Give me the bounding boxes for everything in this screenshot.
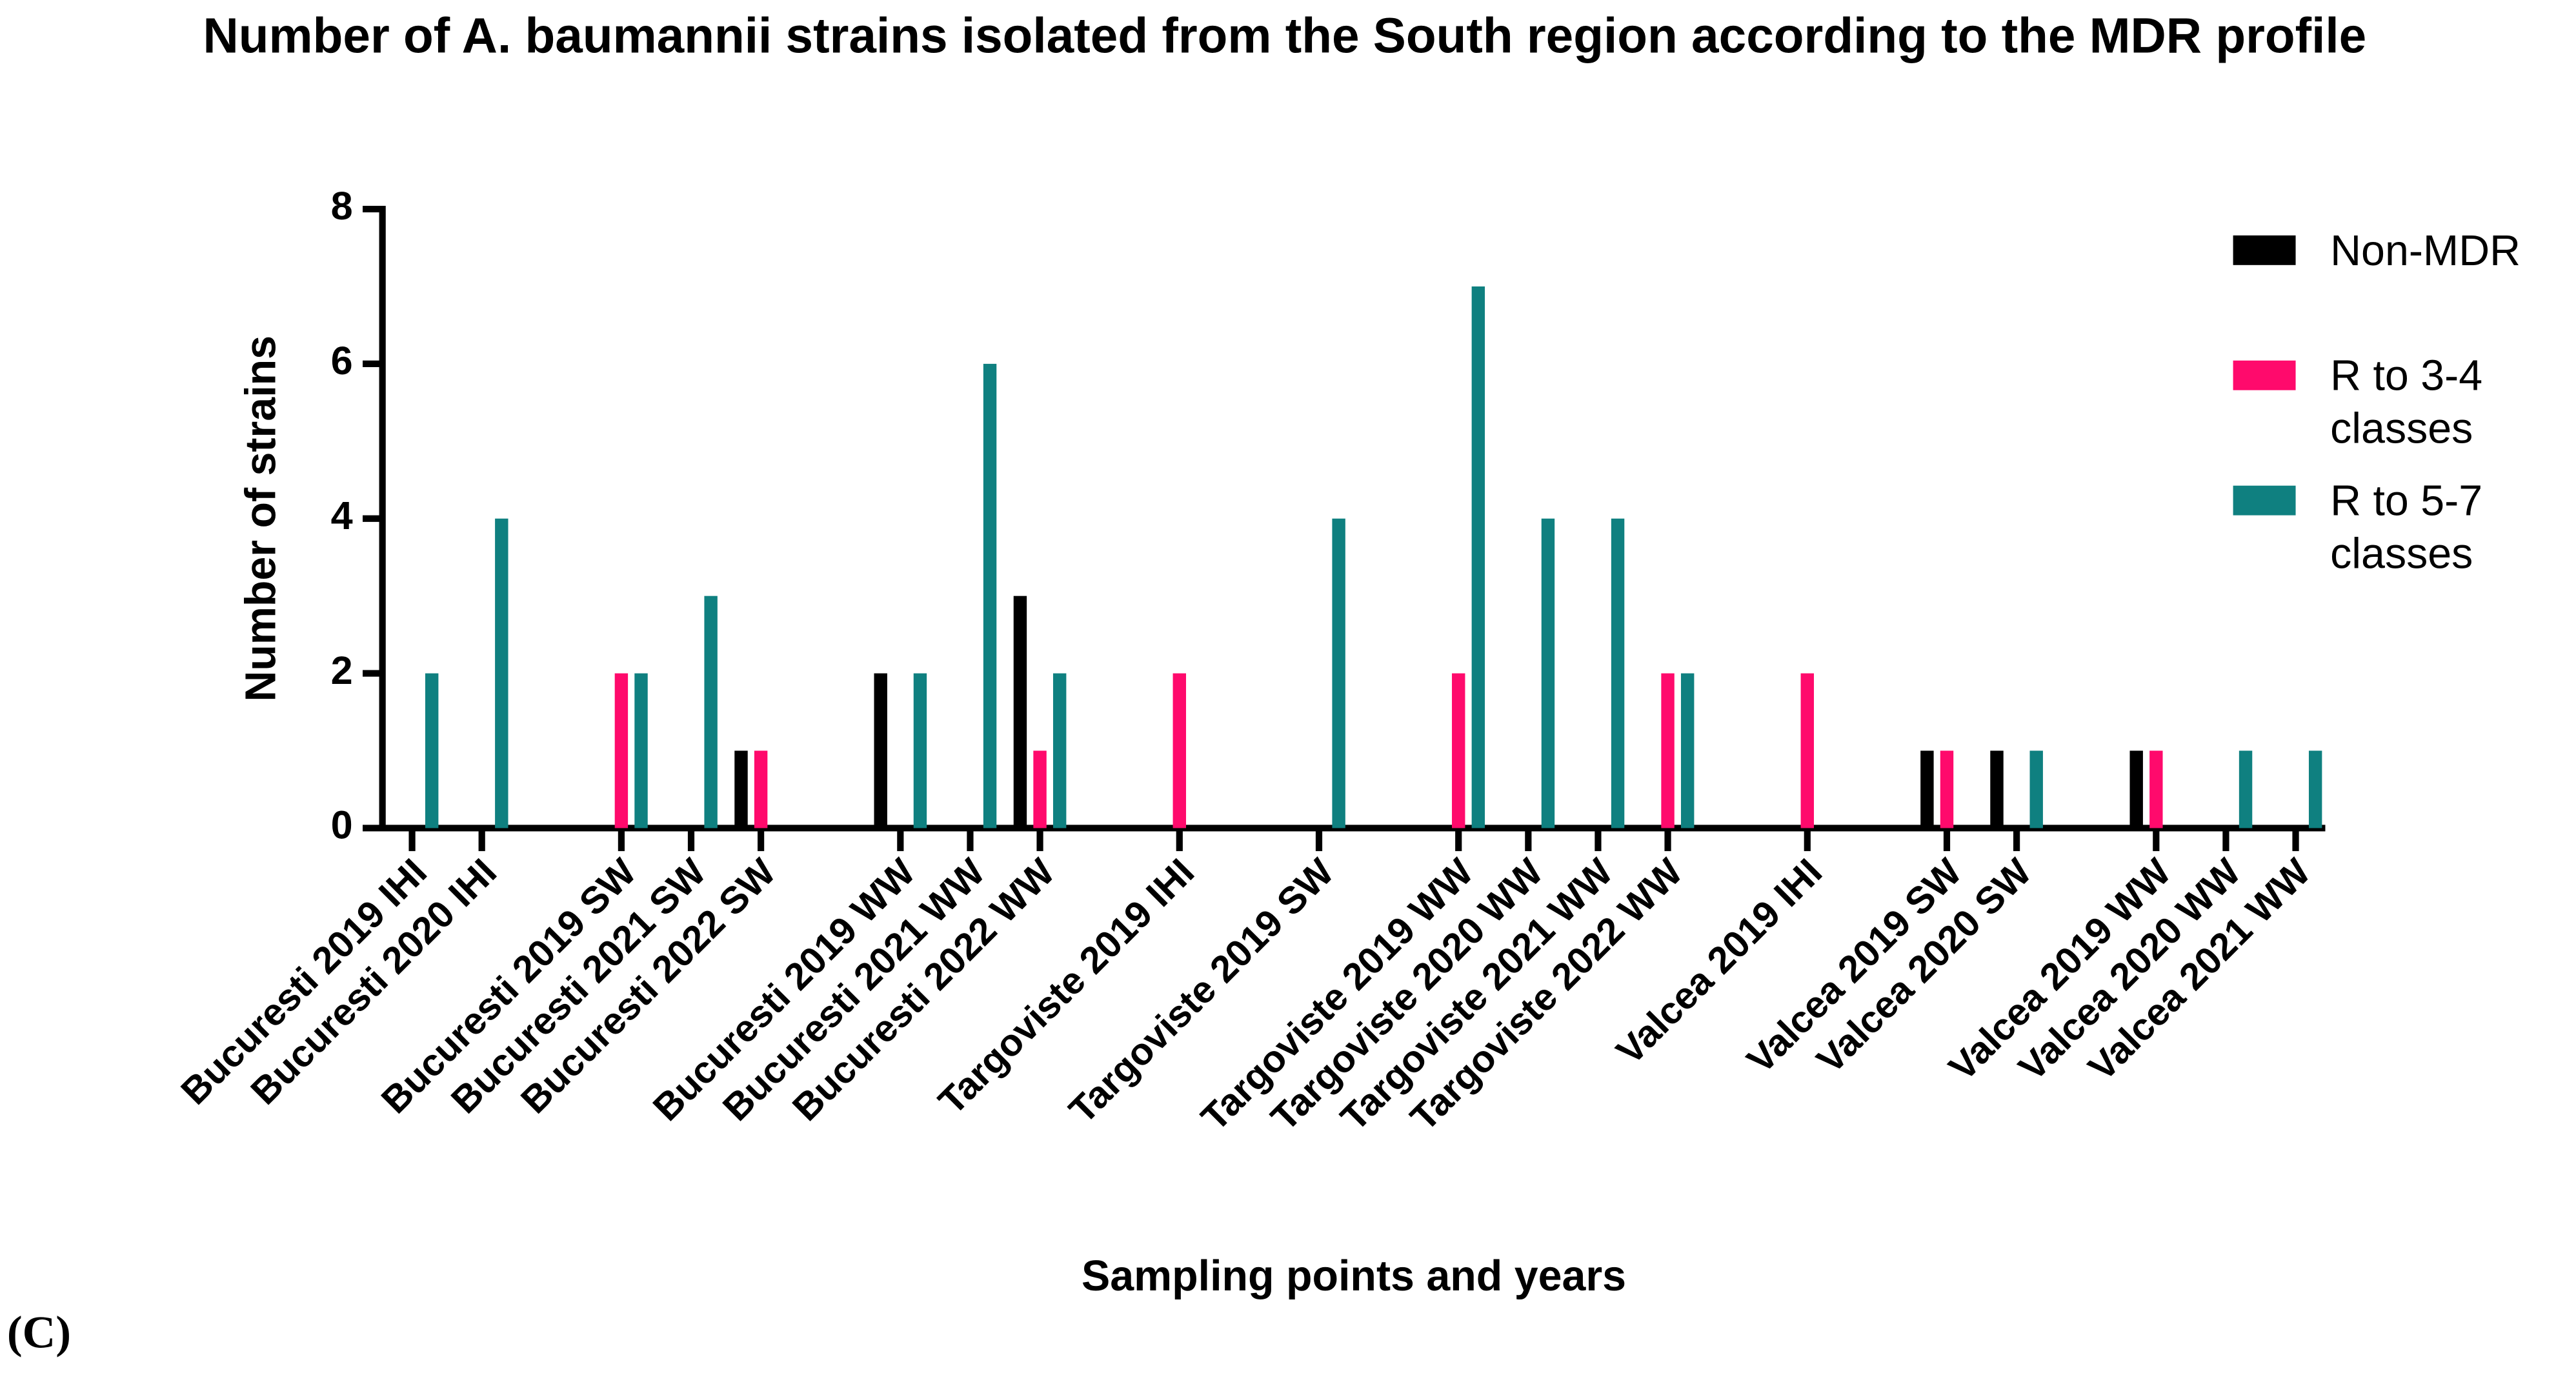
legend-swatch [2233, 235, 2296, 265]
bar [704, 596, 718, 828]
legend-label: R to 3-4 classes [2330, 350, 2483, 453]
panel-label: (C) [7, 1307, 71, 1358]
bar [1661, 673, 1675, 828]
legend-box: R to 3-4 classes [2330, 350, 2483, 453]
bar [1940, 750, 1954, 828]
bar [495, 518, 508, 828]
bar [614, 673, 629, 828]
y-tick-label: 0 [331, 803, 353, 847]
x-tick-label: Targoviste 2021 WW [1333, 850, 1622, 1139]
y-tick-label: 8 [331, 184, 353, 228]
bar [1990, 750, 2004, 828]
legend-box: Non-MDR [2330, 225, 2521, 276]
bar [874, 673, 887, 828]
bar [1471, 286, 1485, 828]
bar [1680, 673, 1695, 828]
legend-label: R to 5-7 classes [2330, 476, 2483, 578]
bar [425, 673, 439, 828]
bar [2239, 750, 2253, 828]
y-tick-label: 4 [331, 494, 353, 537]
bar [634, 673, 648, 828]
legend-swatch [2233, 485, 2296, 516]
bar [983, 363, 997, 828]
y-tick-label: 6 [331, 339, 353, 383]
bar [1611, 518, 1625, 828]
bar [2029, 750, 2043, 828]
bar [2129, 750, 2143, 828]
bar [1033, 750, 1047, 828]
bar [1800, 673, 1814, 828]
bar [913, 673, 927, 828]
bar [1052, 673, 1067, 828]
bar [2308, 750, 2322, 828]
bar [754, 750, 768, 828]
legend-label: Non-MDR [2330, 225, 2521, 276]
legend-swatch [2233, 360, 2296, 390]
bar [2149, 750, 2163, 828]
chart-title: Number of A. baumannii strains isolated … [203, 10, 2367, 65]
title-box: Number of A. baumannii strains isolated … [203, 10, 2367, 65]
x-axis-label: Sampling points and years [1082, 1252, 1626, 1300]
bar [1452, 673, 1465, 828]
bar [1920, 750, 1934, 828]
bar [734, 750, 748, 828]
bar [1541, 518, 1555, 828]
bar [1332, 518, 1345, 828]
y-axis-label: Number of strains [237, 336, 285, 702]
bar [1172, 673, 1186, 828]
y-tick-label: 2 [331, 648, 353, 692]
bar [1013, 596, 1027, 828]
legend-box: R to 5-7 classes [2330, 476, 2483, 578]
